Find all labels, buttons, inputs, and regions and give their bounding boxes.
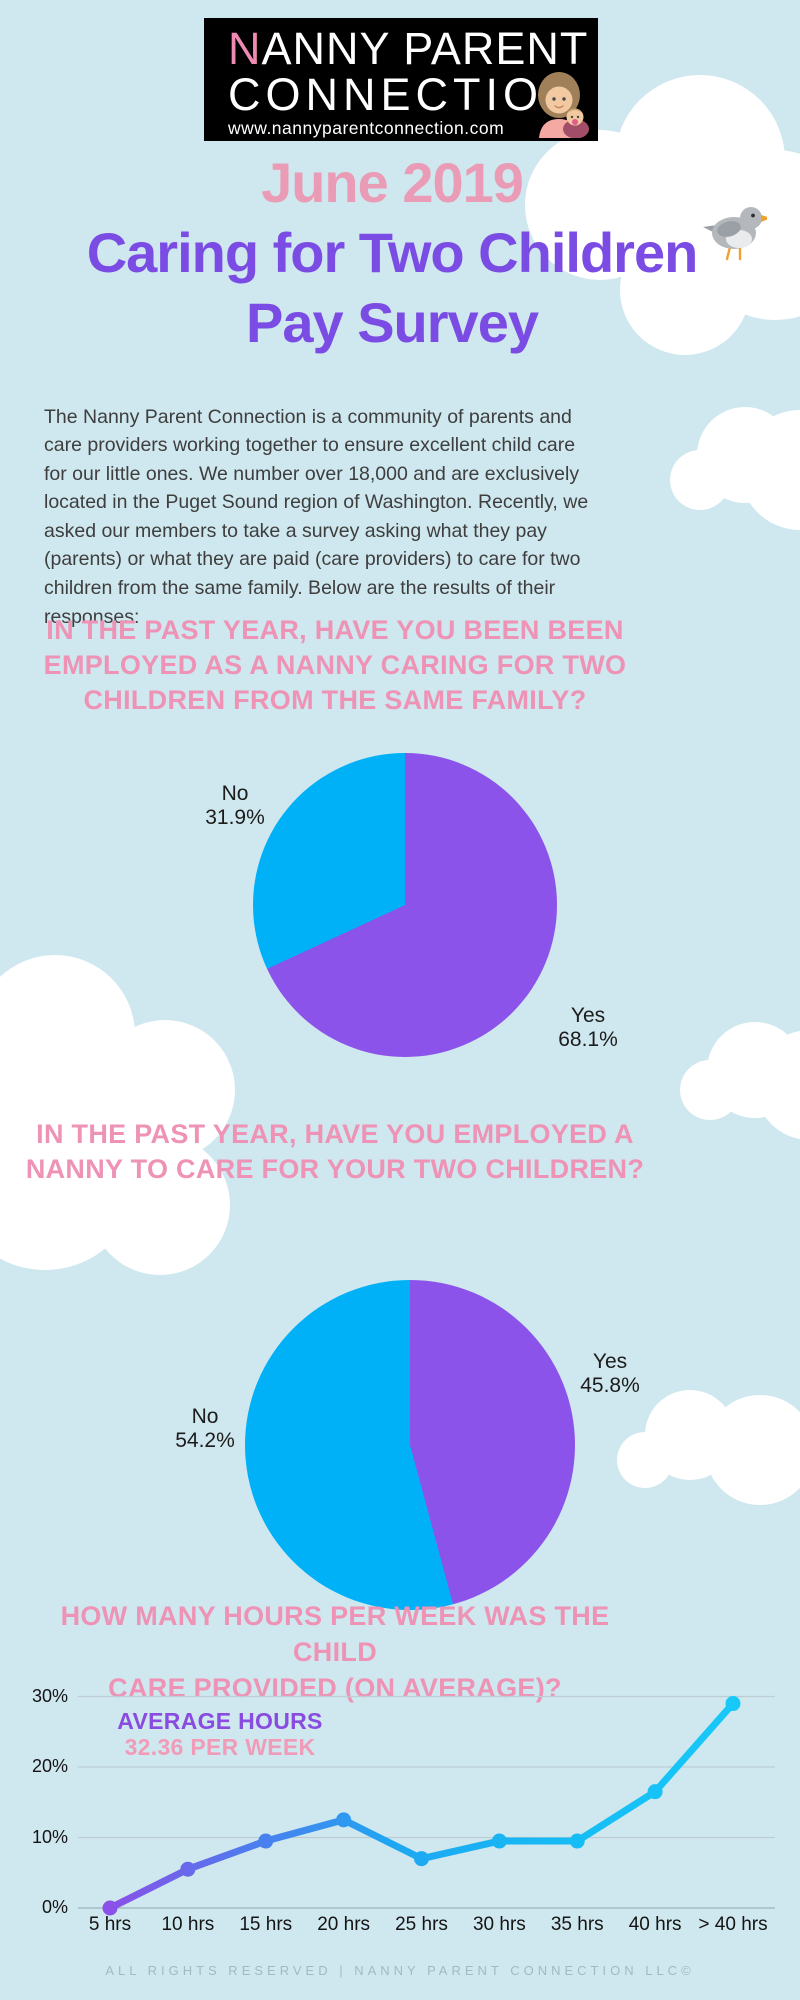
question-1-heading: IN THE PAST YEAR, HAVE YOU BEEN BEEN EMP…: [25, 613, 645, 718]
annotation-line2: 32.36 PER WEEK: [124, 1734, 316, 1760]
data-point: [569, 1833, 585, 1849]
pie2-yes-name: Yes: [592, 1350, 628, 1373]
pie1-no-value: 31.9%: [205, 806, 265, 829]
x-axis-label: > 40 hrs: [698, 1914, 768, 1935]
x-axis-label: 15 hrs: [239, 1914, 293, 1935]
pie1-yes-label: Yes 68.1%: [523, 1004, 653, 1052]
x-axis-label: 20 hrs: [317, 1914, 371, 1935]
pie1-no-name: No: [221, 782, 249, 805]
data-point: [647, 1784, 663, 1800]
logo-line1: NANNY PARENT: [228, 25, 598, 72]
data-point: [491, 1833, 507, 1849]
data-point: [180, 1861, 196, 1877]
question-1-line: CHILDREN FROM THE SAME FAMILY?: [83, 685, 587, 715]
x-axis-label: 25 hrs: [395, 1914, 448, 1935]
logo-line2: CONNECTION: [228, 69, 581, 120]
pie-chart-q1: [253, 753, 557, 1057]
data-point: [414, 1851, 429, 1867]
average-hours-annotation: AVERAGE HOURS 32.36 PER WEEK: [95, 1708, 345, 1760]
cloud-circle: [90, 1135, 230, 1275]
bird-icon: [703, 207, 767, 261]
y-axis-tick: 20%: [31, 1756, 68, 1776]
logo-accent-letter: N: [228, 23, 262, 74]
data-point: [725, 1696, 741, 1712]
y-axis-tick: 10%: [31, 1826, 68, 1847]
pie1-yes-name: Yes: [570, 1004, 606, 1027]
hours-line-chart: [78, 1695, 775, 1916]
x-axis-label: 40 hrs: [628, 1914, 682, 1935]
cloud-circle: [617, 1432, 673, 1488]
logo-line1-rest: ANNY PARENT: [261, 23, 589, 74]
pie2-no-value: 54.2%: [175, 1429, 235, 1452]
title-block: June 2019 Caring for Two Children Pay Su…: [0, 148, 784, 358]
pie2-no-label: No 54.2%: [140, 1405, 270, 1453]
title-line3: Pay Survey: [246, 291, 539, 354]
pie1-yes-value: 68.1%: [558, 1028, 618, 1051]
data-point: [258, 1833, 274, 1849]
pie1-no-label: No 31.9%: [170, 782, 300, 830]
question-3-line: HOW MANY HOURS PER WEEK WAS THE CHILD: [60, 1601, 610, 1667]
y-axis-tick: 0%: [41, 1897, 68, 1917]
cloud-circle: [705, 1395, 800, 1505]
logo: NANNY PARENT CONNECTION www.nannyparentc…: [204, 18, 598, 141]
footer-copyright: ALL RIGHTS RESERVED | NANNY PARENT CONNE…: [105, 1963, 695, 1978]
question-2-heading: IN THE PAST YEAR, HAVE YOU EMPLOYED A NA…: [25, 1117, 645, 1187]
hours-series-line: [106, 1700, 737, 1912]
cloud-circle: [670, 450, 730, 510]
y-axis-tick: 30%: [31, 1685, 68, 1706]
title-month: June 2019: [261, 151, 524, 214]
logo-url: www.nannyparentconnection.com: [228, 118, 505, 138]
pie2-yes-label: Yes 45.8%: [545, 1350, 675, 1398]
pie2-yes-value: 45.8%: [580, 1374, 640, 1397]
annotation-line1: AVERAGE HOURS: [117, 1708, 323, 1734]
question-3-line: CARE PROVIDED (ON AVERAGE)?: [108, 1673, 562, 1703]
question-3-heading: HOW MANY HOURS PER WEEK WAS THE CHILD CA…: [25, 1598, 645, 1706]
question-1-line: EMPLOYED AS A NANNY CARING FOR TWO: [43, 650, 627, 680]
x-axis-label: 5 hrs: [88, 1914, 132, 1935]
mother-baby-icon: [538, 72, 589, 138]
cloud-circle: [680, 1060, 740, 1120]
question-2-line: NANNY TO CARE FOR YOUR TWO CHILDREN?: [25, 1154, 645, 1184]
data-point: [336, 1812, 352, 1828]
x-axis-label: 30 hrs: [472, 1914, 526, 1935]
data-point: [102, 1900, 118, 1916]
pie-chart-q2: [245, 1280, 575, 1610]
intro-paragraph: The Nanny Parent Connection is a communi…: [44, 405, 589, 628]
pie2-no-name: No: [191, 1405, 219, 1428]
x-axis-label: 35 hrs: [550, 1914, 604, 1935]
question-1-line: IN THE PAST YEAR, HAVE YOU BEEN BEEN: [46, 615, 624, 645]
question-2-line: IN THE PAST YEAR, HAVE YOU EMPLOYED A: [36, 1119, 634, 1149]
title-line2: Caring for Two Children: [86, 221, 699, 284]
x-axis-label: 10 hrs: [161, 1914, 215, 1935]
